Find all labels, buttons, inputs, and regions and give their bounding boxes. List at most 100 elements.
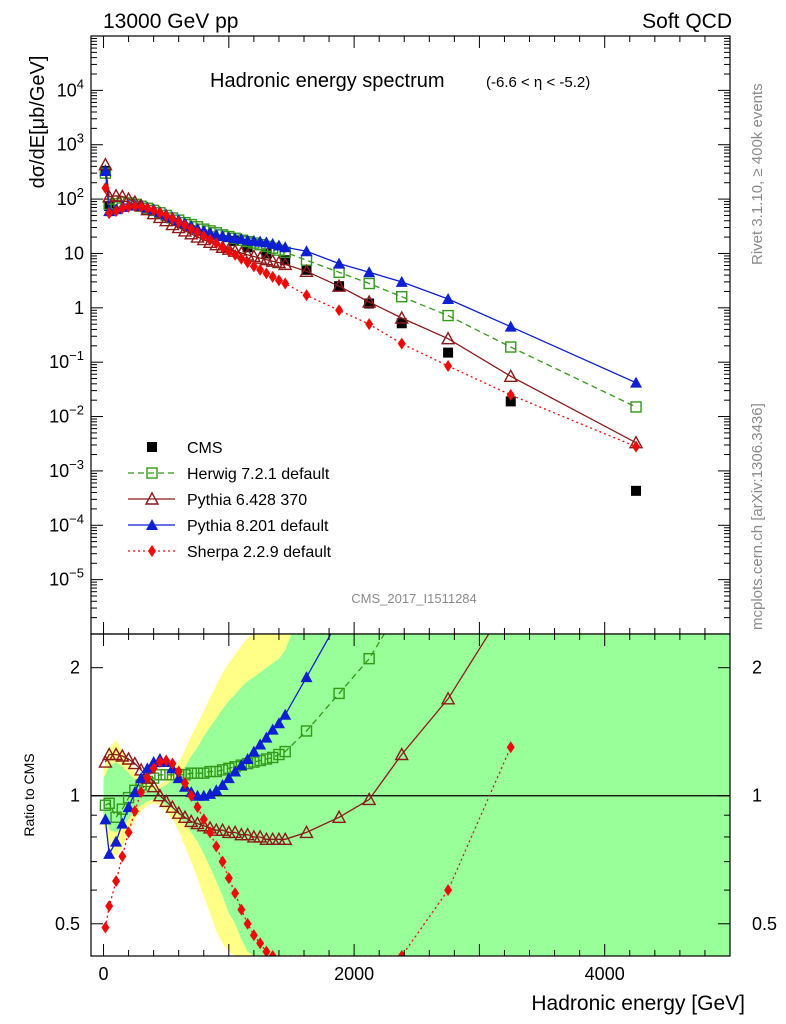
ratio-point-herwig-7-2-1-default — [363, 652, 375, 665]
ratio-inner-uncertainty-band — [103, 634, 730, 956]
ratio-point-pythia-6-428-370 — [240, 827, 255, 841]
ratio-point-sherpa-2-2-9-default — [101, 921, 110, 934]
ratio-point-pythia-6-428-370 — [127, 756, 143, 770]
ratio-point-pythia-8-201-default — [333, 613, 345, 624]
y-tick-label: 1 — [74, 298, 84, 318]
main-point-sherpa-2-2-9-default — [187, 222, 196, 235]
ratio-point-sherpa-2-2-9-default — [249, 929, 258, 942]
main-point-sherpa-2-2-9-default — [130, 200, 139, 213]
ratio-point-pythia-6-428-370 — [361, 792, 377, 806]
ratio-point-herwig-7-2-1-default — [279, 745, 291, 758]
ratio-point-pythia-8-201-default — [116, 817, 129, 829]
main-point-pythia-8-201-default — [300, 245, 313, 257]
ratio-point-pythia-6-428-370 — [115, 748, 130, 762]
x-tick-label: 0 — [99, 964, 109, 984]
main-point-sherpa-2-2-9-default — [137, 200, 146, 213]
header-left: 13000 GeV pp — [103, 10, 238, 33]
main-point-pythia-6-428-370 — [202, 234, 218, 249]
main-point-pythia-6-428-370 — [259, 252, 274, 266]
legend: CMS Herwig 7.2.1 default Pythia 6.428 370 P… — [128, 440, 332, 561]
ratio-point-pythia-8-201-default — [241, 752, 254, 764]
ratio-point-sherpa-2-2-9-default — [162, 754, 171, 767]
ratio-point-pythia-6-428-370 — [190, 816, 205, 830]
header-right: Soft QCD — [642, 10, 732, 33]
ratio-point-pythia-6-428-370 — [278, 831, 293, 845]
ratio-point-pythia-8-201-default — [110, 835, 123, 847]
main-point-sherpa-2-2-9-default — [105, 207, 114, 220]
ratio-point-herwig-7-2-1-default — [254, 754, 266, 767]
ratio-point-pythia-6-428-370 — [121, 751, 136, 765]
chart-title-eta-cut: (-6.6 < η < -5.2) — [486, 74, 590, 91]
ratio-point-sherpa-2-2-9-default — [256, 937, 265, 950]
ratio-point-pythia-6-428-370 — [252, 829, 268, 843]
main-point-sherpa-2-2-9-default — [206, 233, 215, 246]
main-point-herwig-7-2-1-default — [363, 277, 375, 290]
ratio-point-pythia-6-428-370 — [505, 593, 517, 604]
ratio-point-sherpa-2-2-9-default — [130, 805, 139, 818]
main-point-pythia-8-201-default — [442, 293, 455, 305]
y-tick-label: 10−1 — [49, 348, 84, 372]
ratio-point-sherpa-2-2-9-default — [149, 762, 158, 775]
ratio-point-sherpa-2-2-9-default — [218, 855, 227, 868]
main-point-pythia-8-201-default — [279, 241, 292, 253]
x-tick-label: 2000 — [334, 964, 374, 984]
main-point-sherpa-2-2-9-default — [274, 274, 283, 287]
ratio-line-herwig-7-2-1-default — [105, 634, 386, 819]
y-axis-label: dσ/dE[μb/GeV] — [27, 56, 49, 189]
main-point-pythia-6-428-370 — [271, 255, 287, 269]
ratio-point-herwig-7-2-1-default — [198, 767, 210, 779]
main-point-sherpa-2-2-9-default — [155, 206, 164, 219]
ratio-point-sherpa-2-2-9-default — [199, 813, 208, 826]
main-point-sherpa-2-2-9-default — [506, 388, 515, 401]
ratio-point-herwig-7-2-1-default — [191, 767, 204, 779]
ratio-point-pythia-8-201-default — [260, 731, 273, 743]
ratio-point-sherpa-2-2-9-default — [143, 772, 152, 785]
analysis-id-label: CMS_2017_I1511284 — [351, 591, 477, 606]
ratio-point-herwig-7-2-1-default — [110, 811, 122, 823]
ratio-point-pythia-8-201-default — [222, 772, 235, 784]
ratio-point-herwig-7-2-1-default — [204, 765, 216, 778]
ratio-point-pythia-8-201-default — [204, 787, 217, 799]
main-point-sherpa-2-2-9-default — [174, 215, 183, 228]
mcplots-credit-label: mcplots.cern.ch [arXiv:1306.3436] — [749, 403, 766, 630]
ratio-point-sherpa-2-2-9-default — [112, 875, 121, 888]
ratio-y-tick-label-right: 0.5 — [752, 914, 777, 934]
ratio-point-pythia-8-201-default — [103, 847, 116, 859]
ratio-point-sherpa-2-2-9-default — [206, 826, 215, 839]
ratio-point-sherpa-2-2-9-default — [118, 850, 127, 863]
ratio-point-pythia-8-201-default — [135, 772, 148, 784]
ratio-point-sherpa-2-2-9-default — [237, 903, 246, 916]
ratio-point-pythia-8-201-default — [122, 801, 135, 813]
ratio-point-pythia-8-201-default — [247, 745, 260, 757]
main-point-sherpa-2-2-9-default — [281, 277, 290, 290]
ratio-point-sherpa-2-2-9-default — [155, 756, 164, 769]
ratio-point-pythia-6-428-370 — [184, 814, 199, 828]
ratio-point-pythia-6-428-370 — [394, 747, 409, 761]
ratio-point-pythia-6-428-370 — [108, 747, 124, 761]
legend-label-sherpa-2-2-9-default: Sherpa 2.2.9 default — [187, 544, 332, 561]
legend-marker-pythia-6-428-370 — [144, 491, 160, 505]
ratio-point-pythia-6-428-370 — [101, 747, 117, 761]
ratio-point-pythia-6-428-370 — [158, 793, 174, 808]
ratio-point-sherpa-2-2-9-default — [231, 887, 240, 900]
ratio-point-pythia-8-201-default — [128, 786, 141, 798]
ratio-y-tick-label: 2 — [70, 658, 80, 678]
ratio-point-herwig-7-2-1-default — [185, 767, 197, 779]
ratio-point-sherpa-2-2-9-default — [168, 757, 177, 770]
chart-title: Hadronic energy spectrum — [210, 70, 445, 92]
main-point-sherpa-2-2-9-default — [444, 360, 453, 373]
main-point-pythia-6-428-370 — [265, 253, 280, 267]
ratio-point-sherpa-2-2-9-default — [105, 900, 114, 913]
main-point-sherpa-2-2-9-default — [180, 219, 189, 232]
main-point-sherpa-2-2-9-default — [249, 260, 258, 273]
main-point-herwig-7-2-1-default — [442, 309, 454, 322]
ratio-point-pythia-8-201-default — [172, 772, 185, 784]
y-tick-label: 104 — [57, 76, 84, 100]
ratio-point-pythia-8-201-default — [210, 784, 223, 796]
ratio-point-sherpa-2-2-9-default — [124, 826, 133, 839]
main-plot-panel: 10−5 10−4 10−3 10−2 10−1 1 10 102 103 104 Hadroni… — [27, 35, 731, 635]
ratio-point-sherpa-2-2-9-default — [506, 741, 515, 754]
ratio-point-pythia-6-428-370 — [165, 799, 180, 813]
ratio-point-sherpa-2-2-9-default — [397, 950, 406, 956]
